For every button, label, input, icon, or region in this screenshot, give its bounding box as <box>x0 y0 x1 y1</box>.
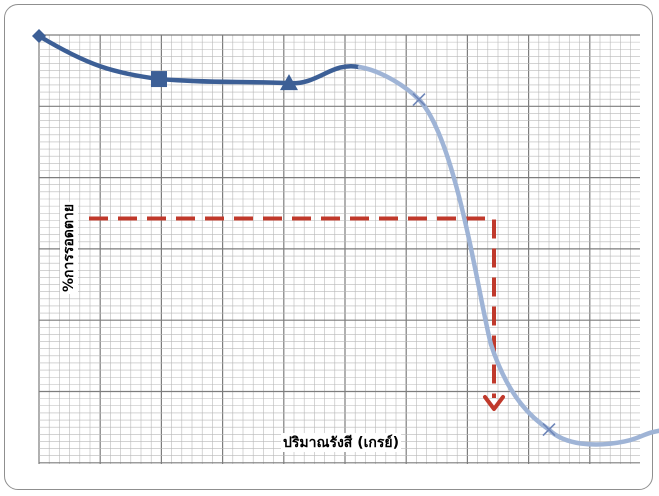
survival-threshold-annotation <box>89 216 505 411</box>
survival-curve <box>36 33 659 447</box>
chart-grid <box>38 34 640 464</box>
marker-x-4 <box>542 423 556 437</box>
data-point-markers <box>32 29 556 437</box>
threshold-dashed-line <box>89 216 496 398</box>
xlabel-backdrop <box>280 433 402 452</box>
threshold-arrowhead <box>483 395 505 411</box>
ylabel-backdrop <box>60 201 78 295</box>
y-axis-label: %การรอดตาย <box>61 204 77 292</box>
curve-segment-solid <box>36 33 363 86</box>
marker-diamond-0 <box>32 29 46 43</box>
marker-square-1 <box>151 71 167 88</box>
x-axis-label: ปริมาณรังสี (เกรย์) <box>283 434 399 451</box>
marker-triangle-2 <box>280 74 298 91</box>
marker-x-3 <box>412 92 426 107</box>
